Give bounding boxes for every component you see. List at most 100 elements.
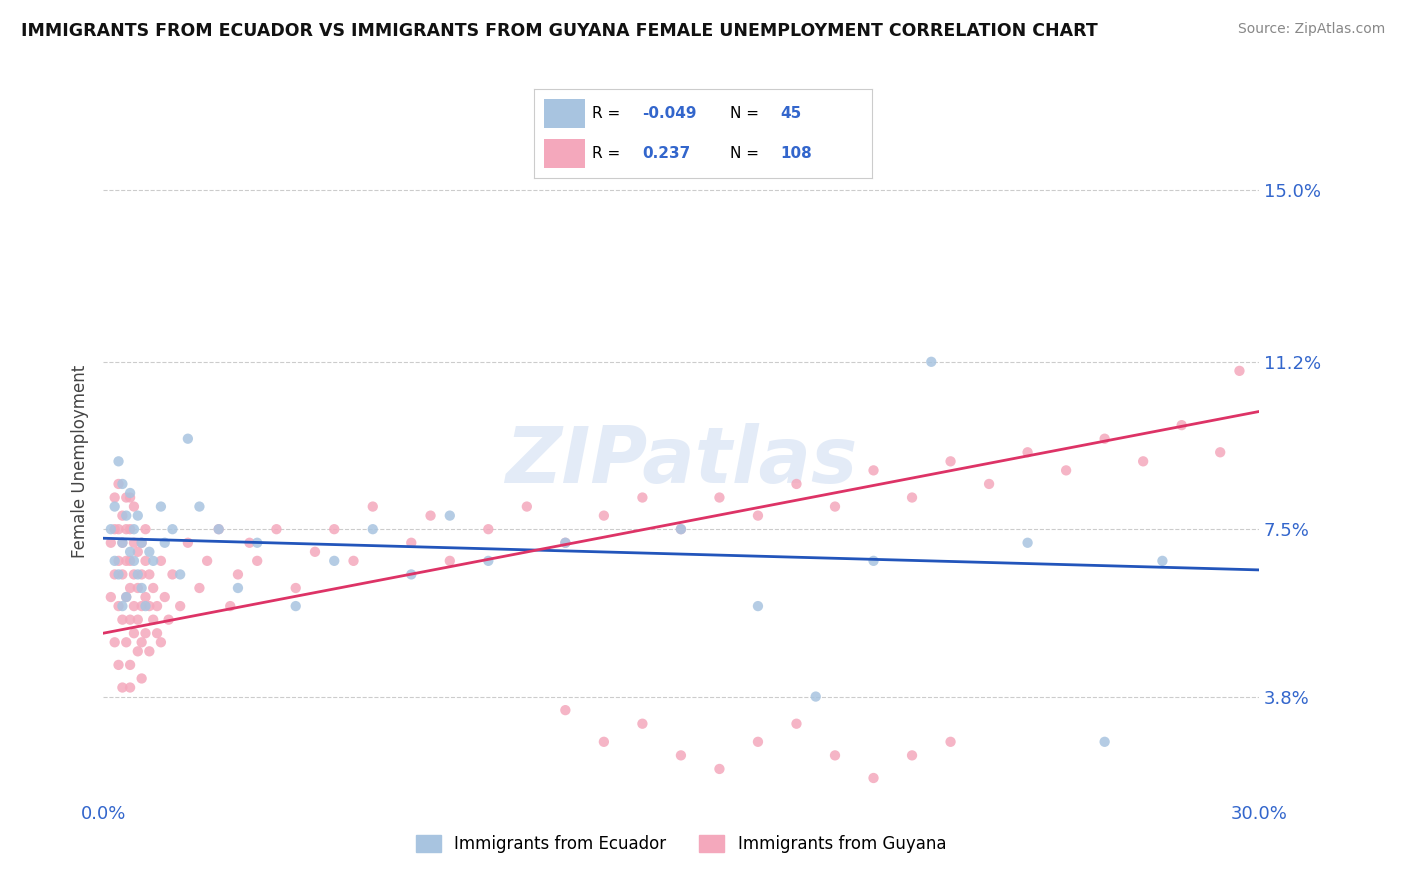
Point [977,477,1000,491]
Point [1017,445,1039,459]
Point [122,626,145,640]
Point [120,522,142,536]
Point [901,748,924,763]
Point [115,491,138,505]
Point [747,599,769,613]
Point [1094,735,1116,749]
Point [138,545,160,559]
Text: R =: R = [592,106,620,120]
Point [439,554,461,568]
Point [246,535,269,549]
Point [226,581,249,595]
Point [284,599,307,613]
Point [169,599,191,613]
Legend: Immigrants from Ecuador, Immigrants from Guyana: Immigrants from Ecuador, Immigrants from… [409,829,953,860]
Point [195,554,218,568]
Point [246,554,269,568]
Point [120,486,142,500]
Point [100,590,122,604]
Bar [544,99,585,128]
Point [134,599,156,613]
Text: 45: 45 [780,106,801,120]
Point [127,567,149,582]
Point [122,535,145,549]
Point [120,545,142,559]
Point [939,735,962,749]
Point [238,535,260,549]
Point [824,748,846,763]
Point [401,535,423,549]
Y-axis label: Female Unemployment: Female Unemployment [72,365,89,558]
Point [1152,554,1174,568]
Point [122,522,145,536]
Point [127,581,149,595]
Point [342,554,364,568]
Text: IMMIGRANTS FROM ECUADOR VS IMMIGRANTS FROM GUYANA FEMALE UNEMPLOYMENT CORRELATIO: IMMIGRANTS FROM ECUADOR VS IMMIGRANTS FR… [21,22,1098,40]
Point [284,581,307,595]
Point [709,762,731,776]
Point [785,477,807,491]
Point [107,599,129,613]
Point [169,567,191,582]
Point [747,508,769,523]
Point [122,500,145,514]
Point [111,681,134,695]
Point [134,590,156,604]
Point [134,522,156,536]
Point [901,491,924,505]
Point [120,657,142,672]
Point [226,567,249,582]
Point [862,463,884,477]
Point [142,613,165,627]
Point [131,599,153,613]
Point [120,491,142,505]
Point [111,535,134,549]
Point [127,644,149,658]
Point [1209,445,1232,459]
Point [120,613,142,627]
Point [146,626,169,640]
Point [177,432,200,446]
Point [361,522,384,536]
Point [107,657,129,672]
Point [138,599,160,613]
Point [104,500,127,514]
Point [361,500,384,514]
Point [131,535,153,549]
Point [439,508,461,523]
Point [669,748,692,763]
Point [208,522,231,536]
Point [219,599,242,613]
Point [111,508,134,523]
Point [554,703,576,717]
Point [127,508,149,523]
Point [593,735,616,749]
Point [157,613,180,627]
Text: -0.049: -0.049 [643,106,697,120]
Point [153,535,176,549]
Point [401,567,423,582]
Text: 0.237: 0.237 [643,146,690,161]
Point [131,581,153,595]
Point [477,554,499,568]
Point [323,522,346,536]
Point [107,477,129,491]
Text: ZIPatlas: ZIPatlas [505,424,858,500]
Point [120,554,142,568]
Text: N =: N = [730,146,759,161]
Text: 108: 108 [780,146,813,161]
Point [323,554,346,568]
Point [100,522,122,536]
Point [146,599,169,613]
Point [111,599,134,613]
Point [127,613,149,627]
Point [149,554,172,568]
Point [111,535,134,549]
Point [104,635,127,649]
Point [122,567,145,582]
Point [120,581,142,595]
Point [115,635,138,649]
Point [785,716,807,731]
Point [115,590,138,604]
Point [115,554,138,568]
